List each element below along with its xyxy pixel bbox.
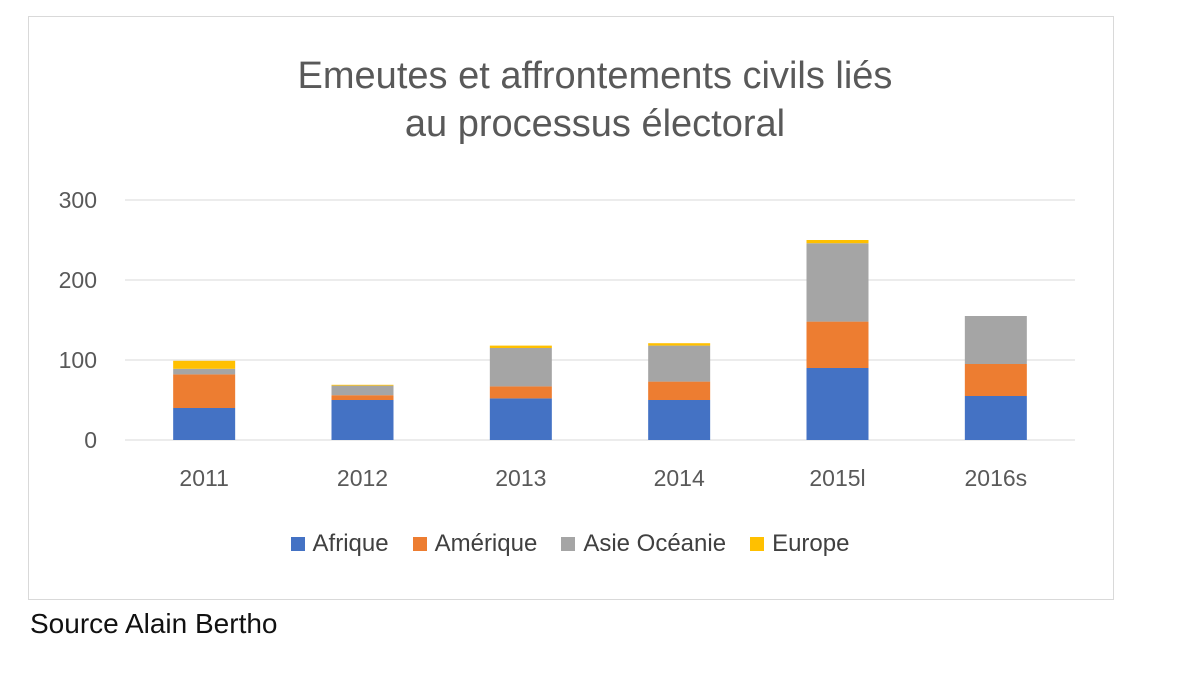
x-tick-label: 2014 — [654, 465, 705, 491]
bar-europe-2013 — [489, 345, 552, 348]
x-tick-label: 2016s — [964, 465, 1027, 491]
source-caption: Source Alain Bertho — [30, 608, 278, 639]
x-tick-label: 2012 — [337, 465, 388, 491]
legend-swatch — [561, 537, 576, 551]
bar-asie-océanie-2011 — [173, 368, 236, 375]
bar-asie-océanie-2013 — [489, 348, 552, 387]
y-tick-label: 200 — [59, 267, 97, 293]
y-tick-label: 100 — [59, 347, 97, 373]
bar-afrique-2011 — [173, 408, 236, 440]
bar-amérique-2016s — [964, 364, 1027, 396]
legend-item: Asie Océanie — [561, 530, 726, 558]
bar-afrique-2016s — [964, 396, 1027, 440]
bar-europe-2011 — [173, 360, 236, 369]
bar-asie-océanie-2016s — [964, 316, 1027, 364]
chart-title-line-1: Emeutes et affrontements civils liés — [297, 55, 893, 97]
bar-amérique-2011 — [173, 374, 236, 408]
bar-amérique-2014 — [648, 381, 711, 400]
bar-amérique-2015l — [806, 321, 869, 368]
legend-swatch — [750, 537, 765, 551]
bar-afrique-2013 — [489, 398, 552, 440]
x-axis-ticks: 2011 2012 2013 2014 2015l 2016s — [179, 465, 1027, 491]
bar-asie-océanie-2014 — [648, 345, 711, 382]
legend-swatch — [412, 537, 427, 551]
x-tick-label: 2013 — [495, 465, 546, 491]
legend-label: Asie Océanie — [583, 530, 727, 557]
bar-europe-2014 — [648, 343, 711, 346]
bar-europe-2015l — [806, 240, 869, 244]
x-tick-label: 2011 — [179, 465, 228, 491]
bar-europe-2012 — [331, 384, 394, 386]
x-tick-label: 2015l — [809, 465, 865, 491]
chart-frame — [28, 16, 1114, 600]
legend-label: Afrique — [312, 530, 389, 557]
legend-label: Amérique — [434, 530, 538, 557]
chart-title: Emeutes et affrontements civils liés au … — [28, 52, 1162, 148]
bar-amérique-2013 — [489, 386, 552, 399]
legend-label: Europe — [772, 530, 850, 557]
y-tick-label: 0 — [84, 427, 97, 453]
legend-item: Afrique — [290, 530, 389, 558]
bar-afrique-2014 — [648, 400, 711, 440]
chart-title-line-2: au processus électoral — [404, 103, 786, 145]
y-axis-ticks: 0 100 200 300 — [59, 187, 97, 453]
y-tick-label: 300 — [59, 187, 97, 213]
legend-swatch — [290, 537, 305, 551]
bar-asie-océanie-2015l — [806, 243, 869, 322]
legend-item: Amérique — [412, 530, 538, 558]
gridlines — [125, 199, 1075, 441]
bar-afrique-2015l — [806, 368, 869, 440]
bar-amérique-2012 — [331, 395, 394, 400]
bar-afrique-2012 — [331, 400, 394, 440]
bars — [173, 240, 1027, 440]
legend-item: Europe — [750, 530, 849, 558]
bar-asie-océanie-2012 — [331, 385, 394, 396]
legend: Afrique Amérique Asie Océanie Europe — [0, 530, 1140, 558]
